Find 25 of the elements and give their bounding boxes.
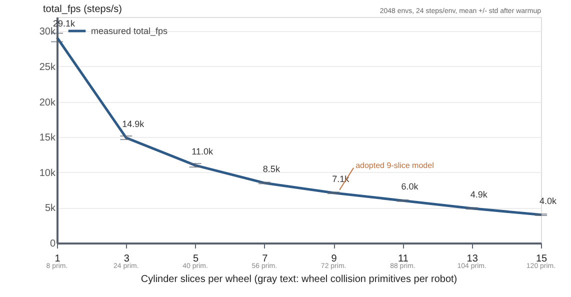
x-tick-label: 1	[54, 254, 61, 264]
x-axis-title: Cylinder slices per wheel (gray text: wheel collision primitives per robot)	[140, 274, 458, 285]
x-tick-label: 13	[466, 254, 478, 264]
annotation: adopted 9-slice model	[356, 160, 434, 170]
data-label: 6.0k	[401, 182, 419, 192]
y-tick-label: 15k	[39, 132, 56, 144]
x-tick-label: 5	[193, 254, 200, 264]
x-tick-label: 9	[331, 254, 338, 264]
data-label: 11.0k	[192, 146, 214, 156]
data-label: 4.9k	[470, 189, 488, 200]
chart-title: total_fps (steps/s)	[43, 4, 122, 15]
x-tick-label: 7	[262, 254, 268, 264]
legend-label: measured total_fps	[91, 26, 168, 36]
y-tick-label: 30k	[39, 26, 56, 38]
data-label: 8.5k	[262, 164, 280, 174]
y-tick-label: 20k	[39, 97, 56, 108]
y-tick-label: 0	[50, 238, 56, 250]
y-tick-label: 10k	[39, 168, 56, 179]
y-tick-label: 5k	[44, 203, 56, 214]
data-label: 4.0k	[539, 196, 558, 206]
x-tick-label: 11	[398, 254, 409, 264]
data-label: 14.9k	[122, 118, 145, 129]
x-tick-label: 15	[536, 254, 548, 264]
x-tick-label: 3	[124, 254, 130, 264]
y-tick-label: 25k	[39, 62, 56, 73]
